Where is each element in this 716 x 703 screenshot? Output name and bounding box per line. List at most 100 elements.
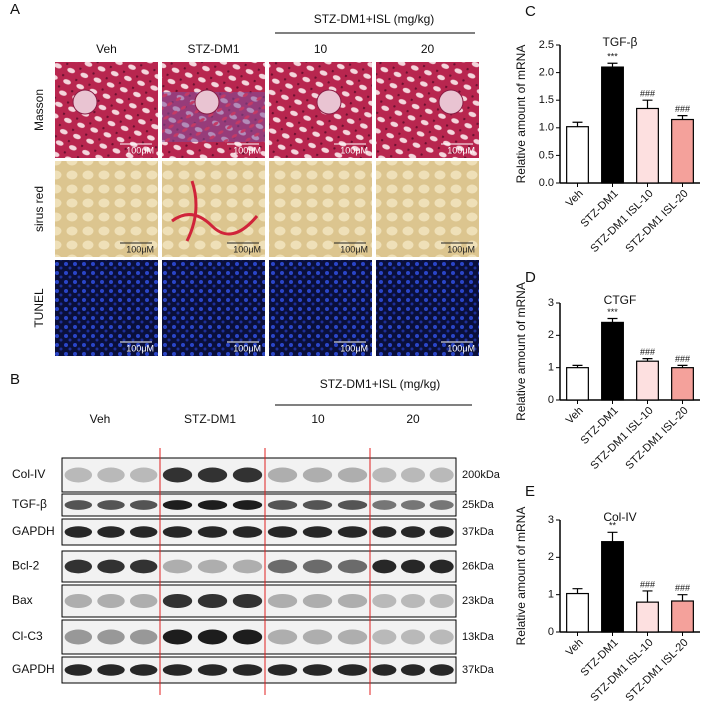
protein-label: Bax <box>12 593 33 607</box>
blot-band <box>267 664 298 676</box>
significance-mark: ### <box>640 89 655 99</box>
histology-image <box>376 161 479 257</box>
blot-band <box>267 629 298 645</box>
blot-band <box>162 593 193 609</box>
blot-band <box>267 500 298 510</box>
y-tick-label: 3 <box>548 297 554 309</box>
panel-label: E <box>525 483 535 500</box>
blot-band <box>64 559 93 574</box>
blot-band <box>64 629 93 645</box>
histology-image <box>162 161 265 257</box>
blot-band <box>197 593 228 609</box>
blot-band <box>64 500 93 510</box>
blot-band <box>64 526 93 538</box>
blot-band <box>129 559 158 574</box>
glomerulus <box>316 89 342 115</box>
blot-band <box>129 526 158 538</box>
blot-band <box>97 500 125 510</box>
bar <box>636 601 659 633</box>
protein-label: GAPDH <box>12 662 55 676</box>
error-bar <box>607 62 618 68</box>
blot-band <box>372 500 397 510</box>
y-axis-label: Relative amount of mRNA <box>514 282 528 421</box>
blot-band <box>97 559 125 574</box>
protein-label: GAPDH <box>12 524 55 538</box>
bar <box>601 321 624 401</box>
y-tick-label: 3 <box>548 514 554 526</box>
blot-band <box>197 526 228 538</box>
blot-band <box>129 467 158 483</box>
blot-band <box>337 467 368 483</box>
significance-mark: ** <box>609 521 617 531</box>
error-bar <box>572 121 583 127</box>
error-bar <box>642 590 653 603</box>
y-tick-label: 1 <box>548 589 554 601</box>
scale-bar-label: 100μM <box>233 244 261 254</box>
panel-label: B <box>10 371 20 388</box>
collagen-stain <box>171 180 259 242</box>
blot-band <box>400 467 426 483</box>
y-tick-label: 2.0 <box>539 67 554 79</box>
bar <box>566 592 589 633</box>
blot-band <box>337 664 368 676</box>
blot-band <box>197 467 228 483</box>
blot-band <box>429 526 454 538</box>
protein-label: Cl-C3 <box>12 629 43 643</box>
column-header: Veh <box>90 412 111 426</box>
blot-band <box>302 664 333 676</box>
panel-label: D <box>525 269 536 286</box>
significance-mark: *** <box>607 307 618 317</box>
histology-image <box>269 161 372 257</box>
y-axis-label: Relative amount of mRNA <box>514 45 528 184</box>
blot-band <box>197 664 228 676</box>
blot-band <box>337 559 368 574</box>
blot-band <box>302 629 333 645</box>
blot-band <box>337 629 368 645</box>
group-header: STZ-DM1+ISL (mg/kg) <box>320 377 441 391</box>
y-tick-label: 0.5 <box>539 149 554 161</box>
blot-band <box>372 629 397 645</box>
y-tick-label: 2 <box>548 329 554 341</box>
size-label: 13kDa <box>462 631 495 643</box>
scale-bar-label: 100μM <box>447 343 475 353</box>
scale-bar-label: 100μM <box>233 145 261 155</box>
blot-band <box>232 467 263 483</box>
group-header: STZ-DM1+ISL (mg/kg) <box>314 12 435 26</box>
x-tick-label: Veh <box>564 637 586 659</box>
protein-label: TGF-β <box>12 497 47 511</box>
y-tick-label: 0 <box>548 394 554 406</box>
blot-band <box>372 559 397 574</box>
blot-band <box>129 500 158 510</box>
blot-band <box>232 559 263 574</box>
column-header: 20 <box>421 42 435 56</box>
column-header: Veh <box>96 42 117 56</box>
y-tick-label: 2 <box>548 551 554 563</box>
blot-band <box>429 559 454 574</box>
blot-band <box>372 593 397 609</box>
histology-panel: STZ-DM1+ISL (mg/kg) Veh STZ-DM1 10 20 Masson 1… <box>32 12 479 356</box>
blot-band <box>162 526 193 538</box>
blot-band <box>400 526 426 538</box>
scale-bar-label: 100μM <box>126 145 154 155</box>
histology-image <box>55 260 158 356</box>
bar <box>636 360 659 401</box>
bar <box>601 66 624 184</box>
blot-band <box>302 467 333 483</box>
blot-band <box>64 467 93 483</box>
histology-image <box>55 62 158 158</box>
blot-band <box>337 500 368 510</box>
histology-image <box>376 260 479 356</box>
x-tick-label: Veh <box>564 188 586 210</box>
blot-band <box>429 467 454 483</box>
histology-image <box>376 62 479 158</box>
column-header: STZ-DM1 <box>184 412 236 426</box>
bar <box>671 600 694 633</box>
blot-band <box>302 593 333 609</box>
blot-band <box>372 526 397 538</box>
protein-label: Bcl-2 <box>12 559 40 573</box>
bar <box>671 367 694 401</box>
blot-band <box>429 500 454 510</box>
error-bar <box>572 364 583 368</box>
blot-band <box>97 664 125 676</box>
size-label: 23kDa <box>462 595 495 607</box>
